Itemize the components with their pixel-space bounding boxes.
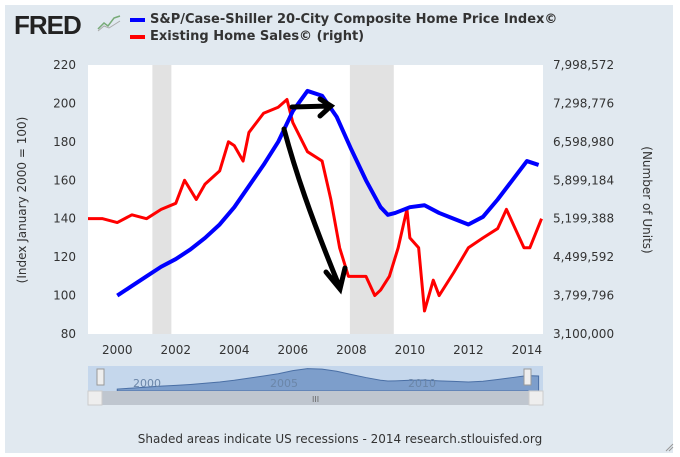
series-line-case-shiller xyxy=(116,88,540,298)
x-tick-label: 2006 xyxy=(278,343,309,357)
fred-logo: FRED xyxy=(14,10,82,40)
y2-axis-label: (Number of Units) xyxy=(640,146,654,253)
x-tick-label: 2012 xyxy=(453,343,484,357)
scrollbar[interactable]: III xyxy=(87,390,544,406)
x-tick-label: 2004 xyxy=(219,343,250,357)
navigator-label: 2010 xyxy=(408,377,436,390)
series-line-home-sales xyxy=(88,98,543,313)
resize-grip-icon[interactable] xyxy=(664,442,674,452)
scrollbar-grip-icon[interactable]: III xyxy=(312,395,319,404)
legend-label: S&P/Case-Shiller 20-City Composite Home … xyxy=(150,12,558,27)
y-tick-label: 220 xyxy=(53,58,76,72)
y2-tick-label: 3,799,796 xyxy=(553,289,614,303)
y-tick-label: 180 xyxy=(53,135,76,149)
legend-swatch-blue xyxy=(130,17,145,22)
x-tick-label: 2000 xyxy=(102,343,133,357)
y2-tick-label: 7,998,572 xyxy=(553,58,614,72)
y2-tick-label: 4,499,592 xyxy=(553,250,614,264)
annotation-arrow-down xyxy=(281,126,348,295)
annotation-arrow-right xyxy=(289,96,336,119)
navigator-label: 2000 xyxy=(133,377,161,390)
y-tick-label: 200 xyxy=(53,96,76,110)
legend-item-home-sales[interactable]: Existing Home Sales© (right) xyxy=(130,29,364,44)
y2-tick-label: 7,298,776 xyxy=(553,96,614,110)
navigator-right-handle[interactable] xyxy=(523,368,532,386)
x-tick-label: 2008 xyxy=(336,343,367,357)
recession-band xyxy=(152,65,172,334)
y2-tick-label: 6,598,980 xyxy=(553,135,614,149)
legend-item-case-shiller[interactable]: S&P/Case-Shiller 20-City Composite Home … xyxy=(130,12,557,27)
annotation-arrows xyxy=(281,96,348,295)
y2-tick-label: 3,100,000 xyxy=(553,327,614,341)
legend-label: Existing Home Sales© (right) xyxy=(150,29,365,44)
navigator-label: 2005 xyxy=(270,377,298,390)
legend-swatch-red xyxy=(130,34,145,39)
x-tick-label: 2010 xyxy=(395,343,426,357)
y-tick-label: 120 xyxy=(53,250,76,264)
y-axis-label: (Index January 2000 = 100) xyxy=(15,117,29,284)
y-tick-label: 160 xyxy=(53,173,76,187)
y-tick-label: 100 xyxy=(53,289,76,303)
scroll-right-button[interactable] xyxy=(528,390,544,406)
scroll-left-button[interactable] xyxy=(87,390,103,406)
x-tick-label: 2014 xyxy=(512,343,543,357)
x-tick-label: 2002 xyxy=(161,343,192,357)
fred-graph-icon xyxy=(97,15,121,32)
y2-tick-label: 5,199,388 xyxy=(553,212,614,226)
y2-tick-label: 5,899,184 xyxy=(553,173,614,187)
y-tick-label: 80 xyxy=(61,327,76,341)
navigator[interactable]: 2000 2005 2010 xyxy=(88,366,543,392)
recession-band xyxy=(349,65,394,334)
footer-note: Shaded areas indicate US recessions - 20… xyxy=(137,432,543,446)
navigator-left-handle[interactable] xyxy=(96,368,105,386)
y-tick-label: 140 xyxy=(53,212,76,226)
